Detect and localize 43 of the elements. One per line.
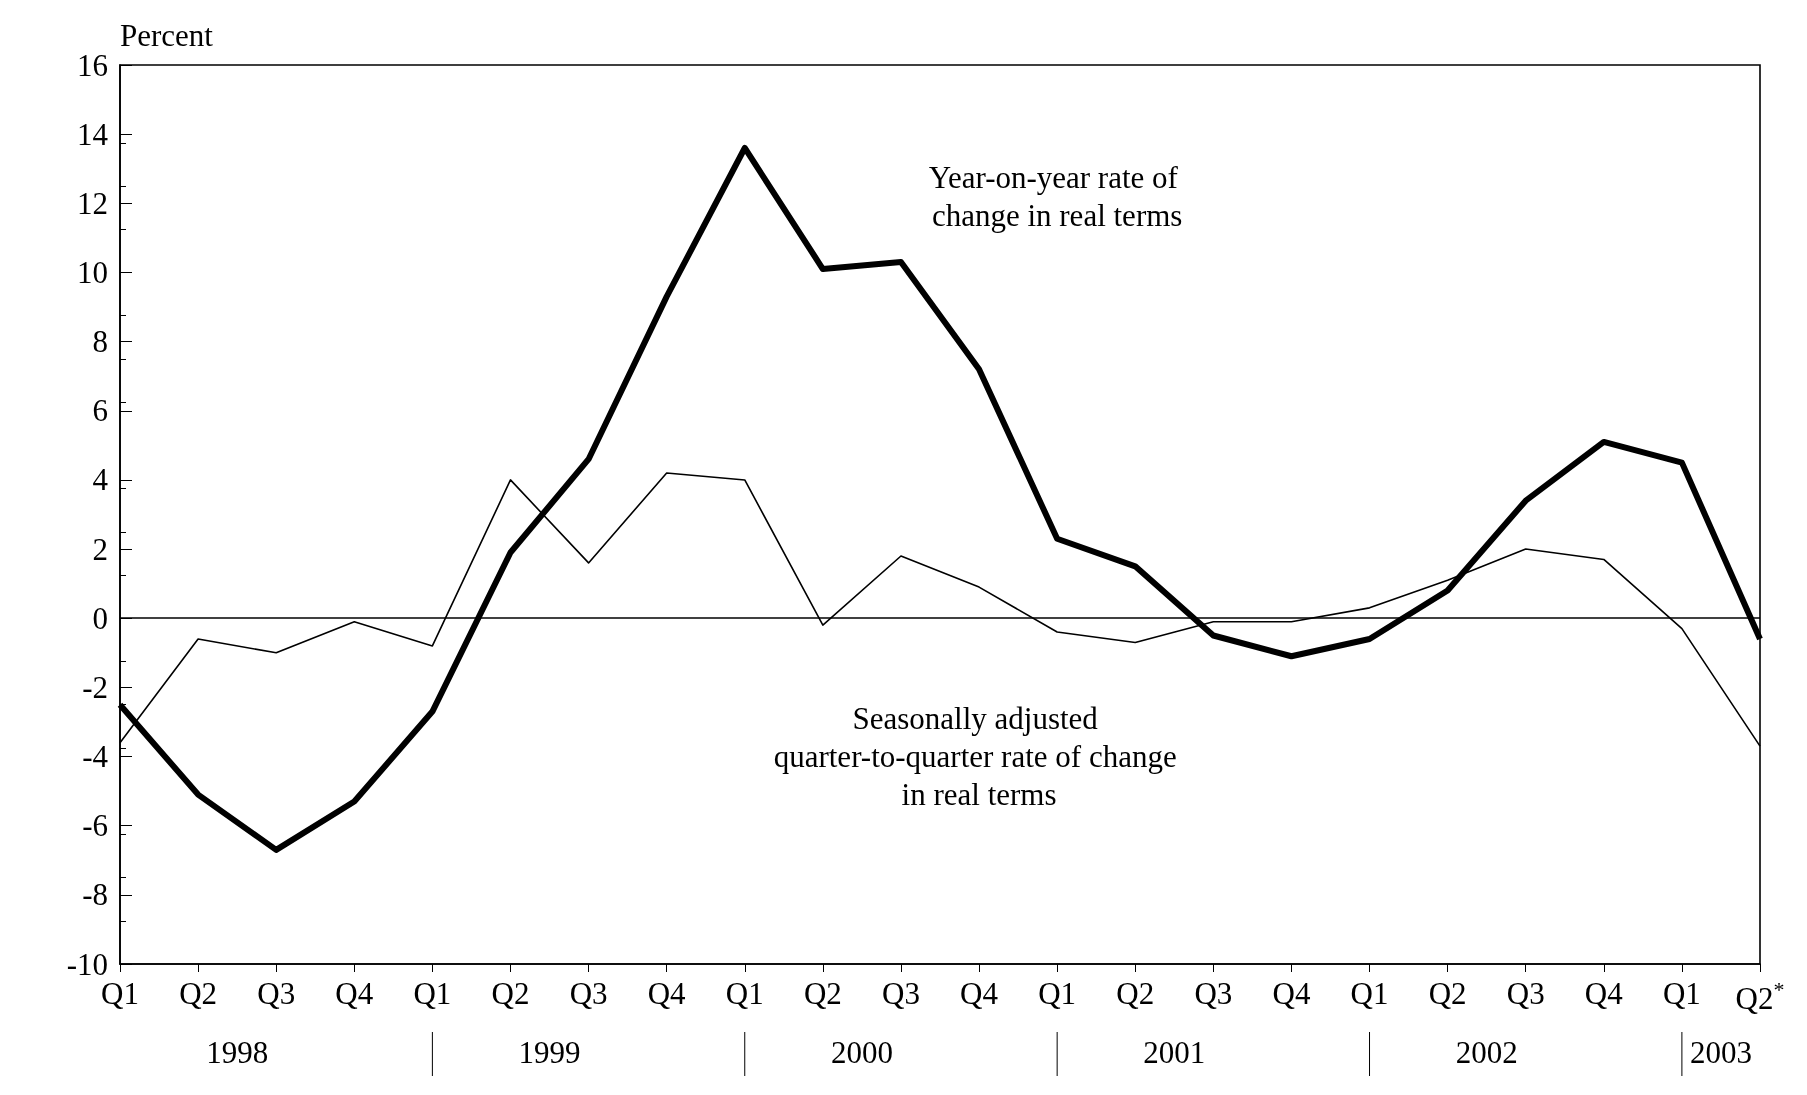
- y-tick-label: 6: [92, 393, 108, 429]
- y-tick-label: 16: [77, 47, 108, 83]
- y-tick-label: 8: [92, 324, 108, 360]
- x-tick-label: Q1: [1038, 976, 1077, 1011]
- y-tick-label: 10: [77, 254, 108, 290]
- x-tick-label: Q2: [1116, 976, 1155, 1011]
- x-tick-label: Q2: [179, 976, 218, 1011]
- x-tick-label: Q2: [803, 976, 842, 1011]
- text: 2003: [1689, 1034, 1752, 1070]
- x-tick-label: Q3: [257, 976, 296, 1011]
- x-tick-label: Q4: [960, 976, 999, 1011]
- x-tick-label: Q4: [335, 976, 374, 1011]
- text: Seasonally adjusted quarter-to-quarter rate of change in real terms: [773, 701, 1185, 813]
- x-tick-label: Q3: [882, 976, 920, 1011]
- x-tick-label: Q1: [725, 976, 764, 1011]
- y-tick-label: 4: [92, 462, 109, 498]
- x-tick-label: Q1: [1350, 976, 1389, 1011]
- x-tick-label: Q1: [1662, 976, 1701, 1011]
- x-tick-label: Q4: [1584, 976, 1624, 1011]
- x-tick-label: Q2: [491, 976, 530, 1011]
- y-tick-label: 0: [92, 600, 108, 636]
- y-tick-label: 12: [77, 185, 108, 221]
- text: 1999: [518, 1034, 581, 1070]
- series-label: Year-on-year rate of change in real terms: [928, 159, 1186, 233]
- y-tick-label: -2: [82, 669, 108, 705]
- x-tick-label: Q3: [569, 976, 608, 1011]
- x-tick-label: Q2*: [1735, 976, 1785, 1016]
- y-tick-label: 2: [92, 531, 108, 567]
- text: 1998: [206, 1034, 269, 1070]
- x-tick-label: Q1: [413, 976, 452, 1011]
- y-tick-label: 14: [77, 116, 109, 152]
- x-tick-label: Q4: [647, 976, 687, 1011]
- y-tick-label: -6: [82, 808, 108, 844]
- text: 2001: [1143, 1034, 1206, 1070]
- y-axis-title: Percent: [120, 18, 214, 53]
- y-tick-label: -8: [82, 877, 108, 913]
- text: 2000: [830, 1034, 893, 1070]
- y-tick-label: -4: [82, 739, 109, 775]
- x-tick-label: Q3: [1506, 976, 1545, 1011]
- x-tick-label: Q2: [1428, 976, 1467, 1011]
- x-tick-label: Q4: [1272, 976, 1311, 1011]
- text: 2002: [1455, 1034, 1518, 1070]
- x-tick-label: Q3: [1194, 976, 1233, 1011]
